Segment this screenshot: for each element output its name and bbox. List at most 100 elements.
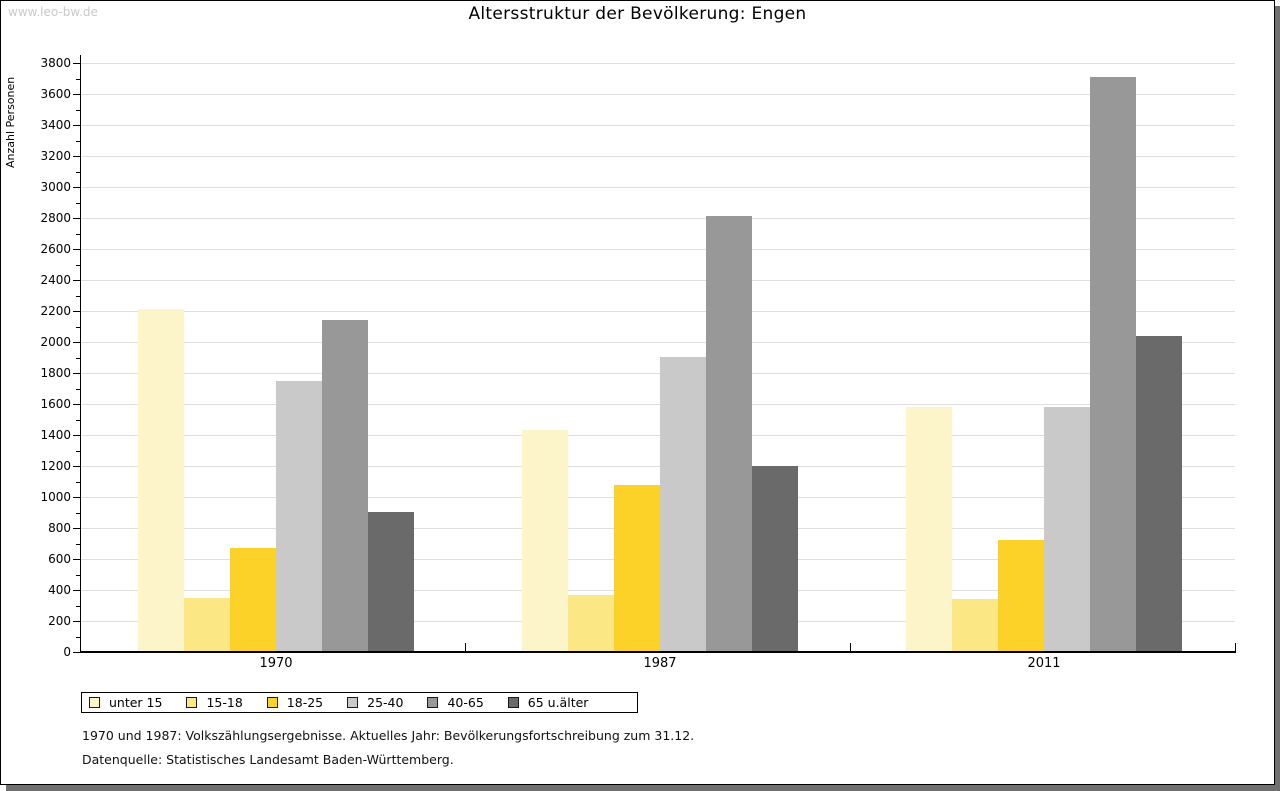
y-minor-tick-1300: [76, 451, 80, 452]
y-tick-label-1800: 1800: [40, 366, 71, 380]
bar-40-65-2011: [1090, 77, 1136, 652]
gridline-2600: [81, 249, 1235, 250]
bar-25-40-1987: [660, 357, 706, 652]
y-minor-tick-2500: [76, 265, 80, 266]
y-tick-label-1000: 1000: [40, 490, 71, 504]
legend-swatch-unter-15: [89, 697, 100, 708]
legend-swatch-40-65: [427, 697, 439, 708]
y-major-tick-2600: [73, 249, 80, 250]
y-major-tick-1000: [73, 497, 80, 498]
bar-25-40-1970: [276, 381, 322, 652]
y-tick-label-3600: 3600: [40, 87, 71, 101]
legend-item-25-40: 25-40: [347, 695, 403, 710]
watermark: www.leo-bw.de: [8, 5, 98, 19]
y-major-tick-3600: [73, 94, 80, 95]
legend-label-15-18: 15-18: [206, 695, 243, 710]
y-major-tick-800: [73, 528, 80, 529]
y-major-tick-2800: [73, 218, 80, 219]
legend-label-25-40: 25-40: [367, 695, 404, 710]
x-boundary-tick-2: [850, 643, 851, 652]
bar-18-25-1970: [230, 548, 276, 652]
y-major-tick-2000: [73, 342, 80, 343]
y-major-tick-2400: [73, 280, 80, 281]
y-minor-tick-3300: [76, 141, 80, 142]
y-tick-label-3000: 3000: [40, 180, 71, 194]
bar-unter-15-1987: [522, 430, 568, 652]
bar-15-18-1970: [184, 598, 230, 652]
y-axis-line: [80, 55, 81, 653]
y-major-tick-2200: [73, 311, 80, 312]
y-minor-tick-1900: [76, 358, 80, 359]
y-major-tick-3800: [73, 63, 80, 64]
y-tick-label-2600: 2600: [40, 242, 71, 256]
y-minor-tick-2100: [76, 327, 80, 328]
bar-40-65-1970: [322, 320, 368, 652]
y-tick-label-3200: 3200: [40, 149, 71, 163]
y-tick-label-600: 600: [48, 552, 71, 566]
y-tick-label-1400: 1400: [40, 428, 71, 442]
bar-40-65-1987: [706, 216, 752, 652]
y-minor-tick-900: [76, 513, 80, 514]
bar-18-25-2011: [998, 540, 1044, 652]
y-minor-tick-3700: [76, 79, 80, 80]
bar-65-u-lter-2011: [1136, 336, 1182, 652]
page-title: Altersstruktur der Bevölkerung: Engen: [468, 4, 807, 24]
legend-swatch-25-40: [347, 697, 359, 708]
gridline-1400: [81, 435, 1235, 436]
y-tick-label-3800: 3800: [40, 56, 71, 70]
footnote-source-note: 1970 und 1987: Volkszählungsergebnisse. …: [82, 728, 695, 743]
bar-15-18-2011: [952, 599, 998, 652]
bar-18-25-1987: [614, 485, 660, 652]
y-tick-label-2400: 2400: [40, 273, 71, 287]
y-tick-label-800: 800: [48, 521, 71, 535]
x-category-label-1987: 1987: [643, 656, 677, 671]
y-minor-tick-2300: [76, 296, 80, 297]
y-major-tick-0: [73, 652, 80, 653]
bar-65-u-lter-1987: [752, 466, 798, 652]
bar-unter-15-2011: [906, 407, 952, 652]
y-major-tick-3400: [73, 125, 80, 126]
legend-swatch-15-18: [186, 697, 198, 708]
x-category-label-1970: 1970: [259, 656, 293, 671]
gridline-2000: [81, 342, 1235, 343]
y-tick-label-200: 200: [48, 614, 71, 628]
y-minor-tick-500: [76, 575, 80, 576]
y-minor-tick-3100: [76, 172, 80, 173]
gridline-2200: [81, 311, 1235, 312]
y-tick-label-1600: 1600: [40, 397, 71, 411]
y-tick-label-3400: 3400: [40, 118, 71, 132]
x-boundary-tick-1: [465, 643, 466, 652]
gridline-3000: [81, 187, 1235, 188]
y-minor-tick-300: [76, 606, 80, 607]
legend-item-65-u-lter: 65 u.älter: [507, 695, 589, 710]
legend-label-unter-15: unter 15: [109, 695, 163, 710]
footnote-data-source: Datenquelle: Statistisches Landesamt Bad…: [82, 752, 454, 767]
legend-label-40-65: 40-65: [447, 695, 484, 710]
bar-25-40-2011: [1044, 407, 1090, 652]
x-boundary-tick-3: [1235, 643, 1236, 652]
gridline-2800: [81, 218, 1235, 219]
legend-item-40-65: 40-65: [427, 695, 484, 710]
y-major-tick-3000: [73, 187, 80, 188]
gridline-2400: [81, 280, 1235, 281]
y-tick-label-400: 400: [48, 583, 71, 597]
y-major-tick-200: [73, 621, 80, 622]
gridline-1800: [81, 373, 1235, 374]
x-category-label-2011: 2011: [1027, 656, 1061, 671]
y-minor-tick-100: [76, 637, 80, 638]
y-tick-label-2200: 2200: [40, 304, 71, 318]
y-major-tick-400: [73, 590, 80, 591]
gridline-3400: [81, 125, 1235, 126]
y-tick-label-2000: 2000: [40, 335, 71, 349]
y-minor-tick-1100: [76, 482, 80, 483]
gridline-3800: [81, 63, 1235, 64]
y-minor-tick-2900: [76, 203, 80, 204]
y-minor-tick-700: [76, 544, 80, 545]
bar-65-u-lter-1970: [368, 512, 414, 652]
y-tick-label-2800: 2800: [40, 211, 71, 225]
y-tick-label-1200: 1200: [40, 459, 71, 473]
legend-label-65-u-lter: 65 u.älter: [527, 695, 589, 710]
y-major-tick-1800: [73, 373, 80, 374]
legend-swatch-65-u-lter: [507, 697, 519, 708]
